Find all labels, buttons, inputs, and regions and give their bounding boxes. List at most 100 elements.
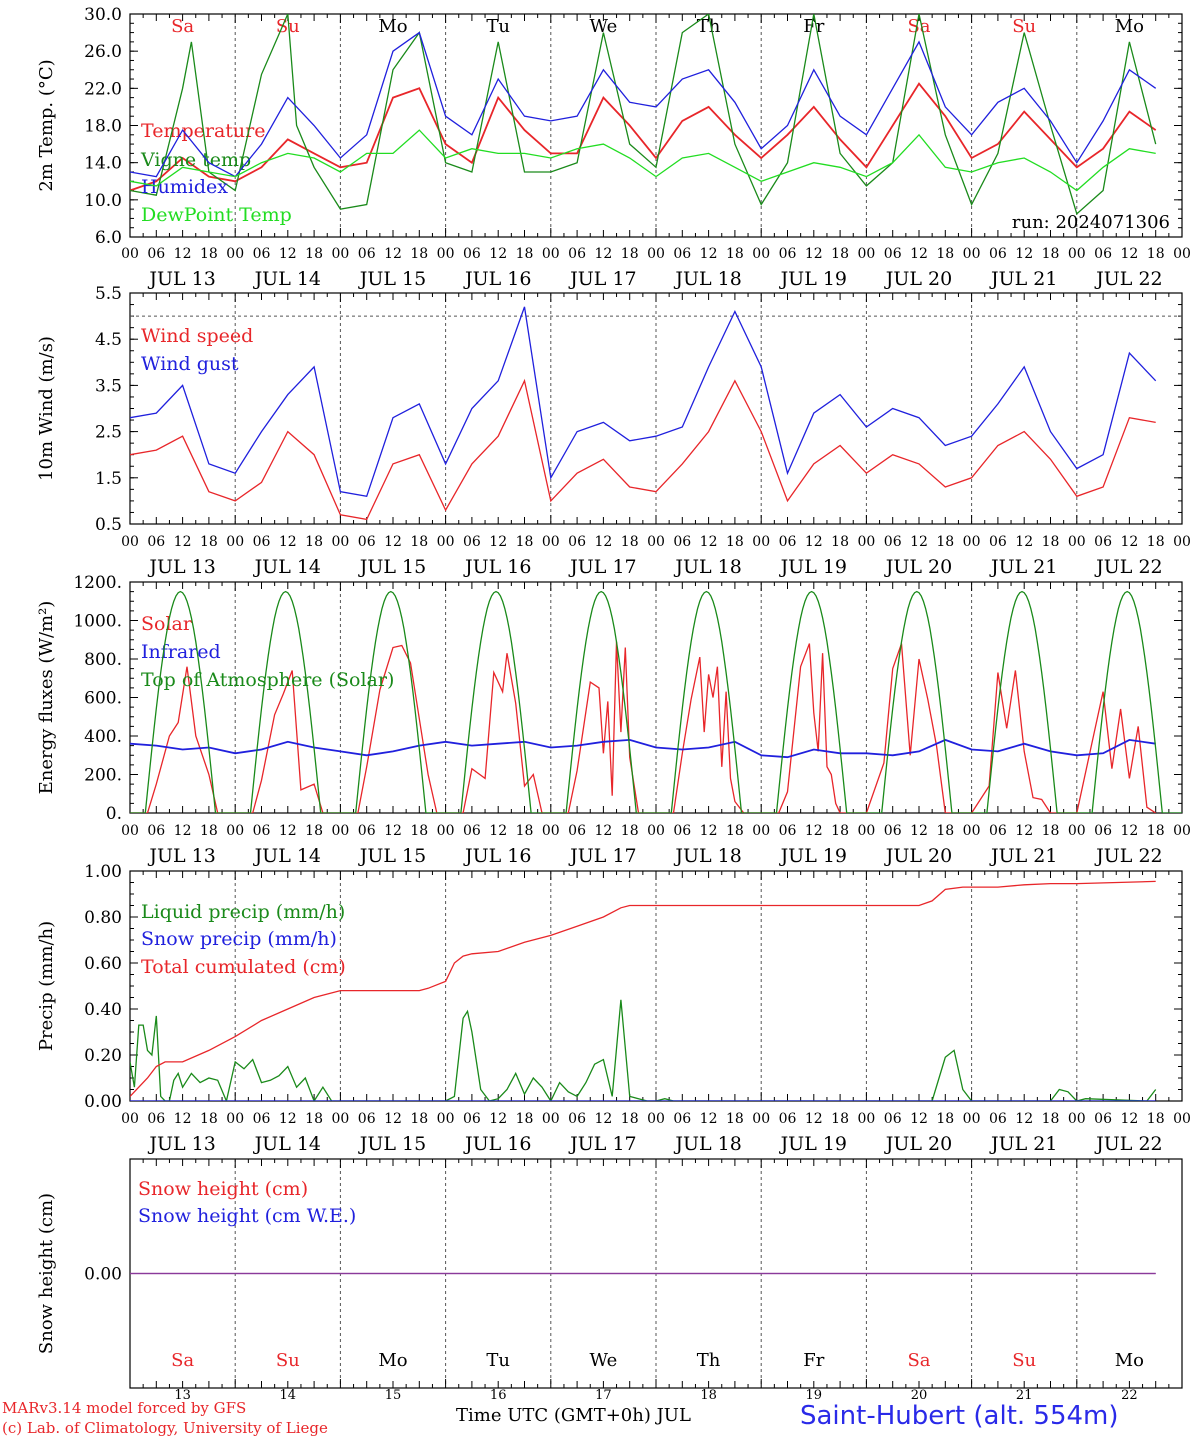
date-label: JUL 14: [253, 1133, 321, 1155]
hour-tick-label: 06: [568, 246, 586, 262]
hour-tick-label: 00: [542, 823, 560, 839]
y-tick-label: 600.: [84, 689, 122, 709]
hour-tick-label: 00: [963, 246, 981, 262]
day-number-label: 16: [490, 1388, 507, 1403]
hour-tick-label: 06: [1094, 246, 1112, 262]
weekday-label: Su: [276, 1350, 300, 1371]
hour-tick-label: 12: [700, 823, 718, 839]
hour-tick-label: 12: [279, 534, 297, 550]
y-tick-label: 2.5: [95, 423, 122, 443]
hour-tick-label: 00: [121, 823, 139, 839]
hour-tick-label: 06: [779, 823, 797, 839]
y-tick-label: 0.: [106, 804, 122, 824]
date-label: JUL 17: [568, 268, 636, 290]
hour-tick-label: 12: [174, 534, 192, 550]
date-label: JUL 22: [1094, 556, 1162, 578]
hour-tick-label: 12: [700, 246, 718, 262]
hour-tick-label: 18: [1147, 246, 1165, 262]
hour-tick-label: 06: [463, 823, 481, 839]
hour-tick-label: 18: [516, 246, 534, 262]
hour-tick-label: 00: [1173, 1111, 1191, 1127]
hour-tick-label: 06: [989, 246, 1007, 262]
hour-tick-label: 00: [857, 246, 875, 262]
series-line-precip-0: [130, 999, 1157, 1101]
hour-tick-label: 12: [174, 1111, 192, 1127]
date-label: JUL 15: [358, 268, 426, 290]
hour-tick-label: 12: [594, 823, 612, 839]
hour-tick-label: 06: [779, 534, 797, 550]
hour-tick-label: 12: [279, 823, 297, 839]
hour-tick-label: 00: [121, 1111, 139, 1127]
y-tick-label: 0.20: [84, 1046, 122, 1066]
hour-tick-label: 00: [1068, 246, 1086, 262]
hour-tick-label: 18: [936, 1111, 954, 1127]
date-label: JUL 16: [463, 845, 531, 867]
hour-tick-label: 06: [358, 823, 376, 839]
hour-tick-label: 18: [410, 823, 428, 839]
series-line-temp-3: [130, 129, 1156, 192]
legend-entry: Vigne temp: [140, 149, 251, 171]
weekday-label: Tu: [486, 16, 510, 37]
hour-tick-label: 06: [779, 246, 797, 262]
hour-tick-label: 18: [936, 823, 954, 839]
hour-tick-label: 12: [805, 534, 823, 550]
day-number-label: 17: [595, 1388, 612, 1403]
hour-tick-label: 12: [1120, 534, 1138, 550]
hour-tick-label: 06: [568, 1111, 586, 1127]
hour-tick-label: 12: [910, 246, 928, 262]
hour-tick-label: 00: [857, 534, 875, 550]
hour-tick-label: 00: [857, 823, 875, 839]
hour-tick-label: 00: [331, 246, 349, 262]
hour-tick-label: 06: [147, 246, 165, 262]
y-tick-label: 200.: [84, 766, 122, 786]
hour-tick-label: 12: [910, 823, 928, 839]
y-tick-label: 800.: [84, 650, 122, 670]
hour-tick-label: 12: [489, 246, 507, 262]
hour-tick-label: 18: [1147, 534, 1165, 550]
weekday-label: Mo: [378, 16, 407, 37]
hour-tick-label: 00: [647, 246, 665, 262]
legend-entry: Infrared: [141, 641, 221, 663]
hour-tick-label: 18: [831, 534, 849, 550]
hour-tick-label: 00: [1173, 823, 1191, 839]
y-tick-label: 0.60: [84, 954, 122, 974]
hour-tick-label: 18: [516, 1111, 534, 1127]
legend-entry: Snow height (cm W.E.): [138, 1205, 356, 1227]
hour-tick-label: 00: [331, 823, 349, 839]
hour-tick-label: 00: [1068, 823, 1086, 839]
date-label: JUL 22: [1094, 1133, 1162, 1155]
date-label: JUL 21: [989, 556, 1057, 578]
hour-tick-label: 00: [752, 1111, 770, 1127]
hour-tick-label: 12: [805, 246, 823, 262]
hour-tick-label: 12: [910, 1111, 928, 1127]
date-label: JUL 17: [568, 556, 636, 578]
hour-tick-label: 00: [226, 534, 244, 550]
y-tick-label: 14.0: [84, 154, 122, 174]
weekday-label: Mo: [378, 1350, 407, 1371]
hour-tick-label: 12: [384, 823, 402, 839]
hour-tick-label: 18: [726, 1111, 744, 1127]
y-tick-label: 0.00: [84, 1265, 122, 1285]
weekday-label: Mo: [1115, 16, 1144, 37]
y-tick-label: 5.5: [95, 284, 122, 304]
hour-tick-label: 06: [253, 534, 271, 550]
weekday-label: We: [590, 16, 618, 37]
hour-tick-label: 00: [963, 1111, 981, 1127]
day-number-label: 19: [806, 1388, 823, 1403]
date-label: JUL 14: [253, 845, 321, 867]
hour-tick-label: 06: [253, 1111, 271, 1127]
hour-tick-label: 18: [621, 823, 639, 839]
day-number-label: 18: [700, 1388, 717, 1403]
y-tick-label: 4.5: [95, 330, 122, 350]
station-name: Saint-Hubert (alt. 554m): [800, 1401, 1119, 1431]
series-line-precip-2: [130, 880, 1156, 1097]
date-label: JUL 16: [463, 556, 531, 578]
y-tick-label: 0.00: [84, 1092, 122, 1112]
date-label: JUL 13: [147, 268, 215, 290]
date-label: JUL 13: [147, 1133, 215, 1155]
date-label: JUL 20: [884, 1133, 952, 1155]
weekday-label: Tu: [486, 1350, 510, 1371]
hour-tick-label: 12: [384, 1111, 402, 1127]
hour-tick-label: 00: [1173, 534, 1191, 550]
